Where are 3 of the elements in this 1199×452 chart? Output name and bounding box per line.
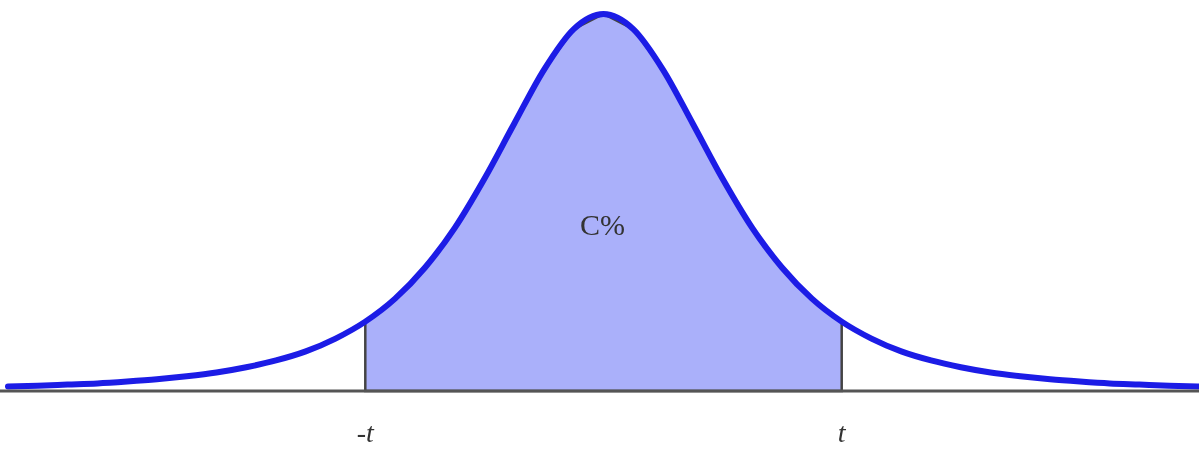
x-tick-label: -t [356, 417, 376, 448]
annotation: C% [580, 208, 625, 241]
x-tick-label: t [837, 417, 847, 448]
